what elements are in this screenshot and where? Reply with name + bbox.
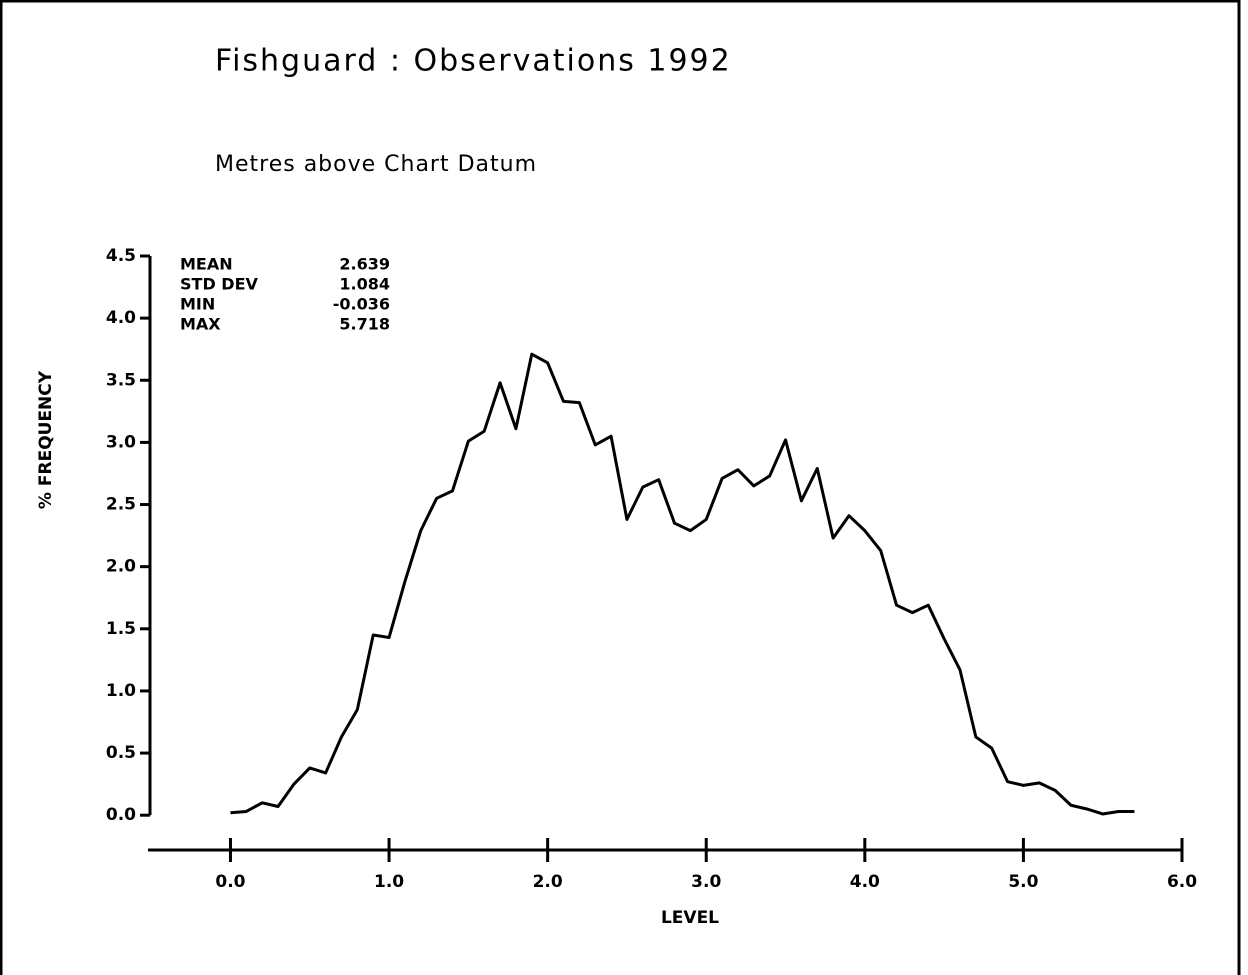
x-tick-label: 4.0: [850, 872, 880, 892]
x-tick-label: 2.0: [533, 872, 563, 892]
y-tick-label: 3.0: [106, 432, 136, 452]
data-line: [230, 352, 1135, 816]
chart-subtitle: Metres above Chart Datum: [215, 152, 537, 177]
stat-label: MAX: [180, 315, 221, 334]
y-tick-label: 4.5: [106, 246, 136, 266]
y-tick-label: 0.0: [106, 805, 136, 825]
y-tick-label: 1.5: [106, 619, 136, 639]
y-tick-label: 1.0: [106, 681, 136, 701]
x-tick-label: 6.0: [1167, 872, 1197, 892]
stat-label: STD DEV: [180, 275, 259, 294]
x-tick-label: 1.0: [374, 872, 404, 892]
y-tick-label: 2.5: [106, 495, 136, 515]
y-axis-label: % FREQUENCY: [36, 370, 56, 509]
x-tick-label: 0.0: [215, 872, 245, 892]
x-tick-label: 3.0: [691, 872, 721, 892]
chart-title: Fishguard : Observations 1992: [215, 44, 732, 79]
stat-label: MEAN: [180, 255, 233, 274]
y-tick-label: 0.5: [106, 743, 136, 763]
x-axis-label: LEVEL: [661, 908, 719, 928]
y-tick-label: 4.0: [106, 308, 136, 328]
x-tick-label: 5.0: [1008, 872, 1038, 892]
stat-label: MIN: [180, 295, 215, 314]
y-tick-label: 2.0: [106, 557, 136, 577]
stat-value: 1.084: [339, 275, 390, 294]
y-tick-label: 3.5: [106, 370, 136, 390]
stat-value: 5.718: [339, 315, 390, 334]
stat-value: 2.639: [339, 255, 390, 274]
stat-value: -0.036: [333, 295, 390, 314]
